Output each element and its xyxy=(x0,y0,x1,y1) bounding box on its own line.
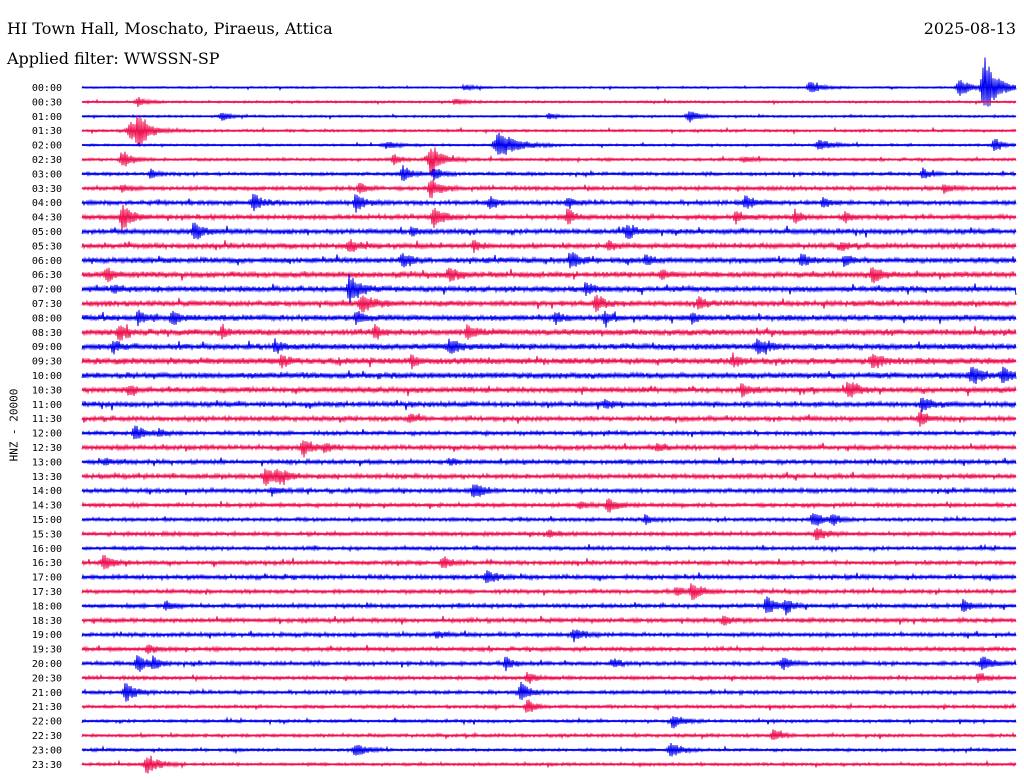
trace-lines xyxy=(81,57,1017,774)
time-tick-label: 17:00 xyxy=(32,573,62,584)
trace-line xyxy=(81,716,1017,729)
trace-line xyxy=(81,468,1017,486)
time-tick-label: 06:00 xyxy=(32,256,62,267)
time-tick-label: 14:00 xyxy=(32,486,62,497)
time-tick-label: 07:30 xyxy=(32,299,62,310)
time-tick-label: 21:30 xyxy=(32,702,62,713)
time-tick-label: 12:30 xyxy=(32,443,62,454)
date-label: 2025-08-13 xyxy=(923,19,1016,38)
time-tick-label: 08:30 xyxy=(32,328,62,339)
trace-line xyxy=(81,147,1017,175)
time-tick-label: 11:30 xyxy=(32,414,62,425)
time-labels: 00:00 00:30 01:00 01:30 02:00 02:30 03:00 03:30… xyxy=(32,83,62,771)
time-tick-label: 23:30 xyxy=(32,760,62,771)
time-tick-label: 17:30 xyxy=(32,587,62,598)
trace-line xyxy=(81,252,1017,269)
trace-line xyxy=(81,57,1017,107)
time-tick-label: 14:30 xyxy=(32,501,62,512)
time-tick-label: 19:00 xyxy=(32,630,62,641)
time-tick-label: 04:30 xyxy=(32,213,62,224)
time-tick-label: 02:00 xyxy=(32,141,62,152)
time-tick-label: 07:00 xyxy=(32,285,62,296)
time-tick-label: 00:00 xyxy=(32,83,62,94)
time-tick-label: 13:00 xyxy=(32,457,62,468)
time-tick-label: 03:00 xyxy=(32,169,62,180)
time-tick-label: 10:00 xyxy=(32,371,62,382)
trace-line xyxy=(81,239,1017,253)
time-tick-label: 16:00 xyxy=(32,544,62,555)
trace-line xyxy=(81,338,1017,355)
time-tick-label: 18:00 xyxy=(32,601,62,612)
time-tick-label: 10:30 xyxy=(32,385,62,396)
time-tick-label: 08:00 xyxy=(32,313,62,324)
time-tick-label: 09:30 xyxy=(32,357,62,368)
time-tick-label: 04:00 xyxy=(32,198,62,209)
time-tick-label: 11:00 xyxy=(32,400,62,411)
time-tick-label: 18:30 xyxy=(32,616,62,627)
time-tick-label: 12:00 xyxy=(32,429,62,440)
time-tick-label: 05:00 xyxy=(32,227,62,238)
time-tick-label: 21:00 xyxy=(32,688,62,699)
time-tick-label: 15:00 xyxy=(32,515,62,526)
trace-line xyxy=(81,629,1017,643)
trace-line xyxy=(81,132,1017,155)
time-tick-label: 15:30 xyxy=(32,529,62,540)
time-tick-label: 02:30 xyxy=(32,155,62,166)
trace-line xyxy=(81,440,1017,458)
trace-line xyxy=(81,309,1017,328)
trace-line xyxy=(81,729,1017,741)
time-tick-label: 22:30 xyxy=(32,731,62,742)
filter-label: Applied filter: WWSSN-SP xyxy=(7,49,220,68)
time-tick-label: 20:00 xyxy=(32,659,62,670)
time-tick-label: 20:30 xyxy=(32,673,62,684)
trace-line xyxy=(81,204,1017,232)
time-tick-label: 23:00 xyxy=(32,745,62,756)
time-tick-label: 03:30 xyxy=(32,184,62,195)
time-tick-label: 01:30 xyxy=(32,126,62,137)
time-tick-label: 13:30 xyxy=(32,472,62,483)
time-tick-label: 16:30 xyxy=(32,558,62,569)
time-tick-label: 19:30 xyxy=(32,645,62,656)
time-tick-label: 01:00 xyxy=(32,112,62,123)
time-tick-label: 05:30 xyxy=(32,241,62,252)
station-title: HI Town Hall, Moschato, Piraeus, Attica xyxy=(7,19,333,38)
time-tick-label: 22:00 xyxy=(32,717,62,728)
trace-line xyxy=(81,165,1017,182)
time-tick-label: 00:30 xyxy=(32,97,62,108)
time-tick-label: 06:30 xyxy=(32,270,62,281)
time-tick-label: 09:00 xyxy=(32,342,62,353)
